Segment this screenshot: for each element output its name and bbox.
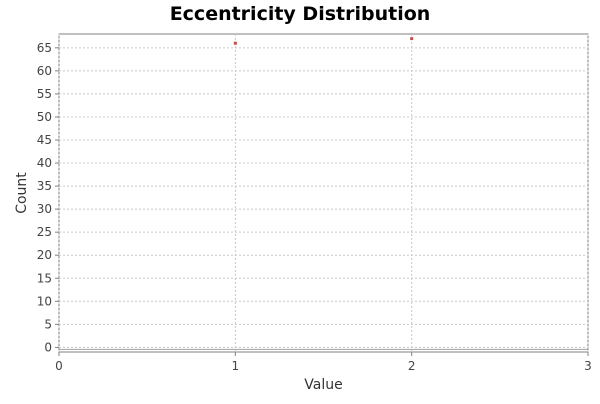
y-tick-label: 10: [37, 294, 52, 308]
plot-area: [58, 33, 589, 353]
y-tick-label: 5: [44, 317, 52, 331]
y-tick-label: 50: [37, 110, 52, 124]
x-tick-label: 0: [55, 359, 63, 373]
grid-layer: [58, 34, 589, 352]
y-tick-label: 45: [37, 133, 52, 147]
chart-title: Eccentricity Distribution: [170, 3, 431, 25]
y-tick-label: 55: [37, 87, 52, 101]
y-tick-label: 40: [37, 156, 52, 170]
y-tick-label: 35: [37, 179, 52, 193]
points-layer: [233, 37, 414, 45]
axis-layer: 0 5 10 15 20 25 30 35 40 45 50 55 60 65 0 1 2 3: [37, 41, 592, 373]
x-tick-label: 1: [232, 359, 240, 373]
y-tick-label: 15: [37, 271, 52, 285]
y-tick-label: 0: [44, 340, 52, 354]
y-tick-label: 25: [37, 225, 52, 239]
data-point: [233, 41, 237, 45]
x-tick-label: 2: [408, 359, 416, 373]
x-axis-label: Value: [304, 377, 342, 393]
data-point: [410, 37, 414, 41]
x-tick-label: 3: [584, 359, 592, 373]
y-tick-label: 65: [37, 41, 52, 55]
y-tick-label: 20: [37, 248, 52, 262]
y-tick-label: 30: [37, 202, 52, 216]
y-axis-label: Count: [14, 172, 30, 214]
y-tick-label: 60: [37, 64, 52, 78]
